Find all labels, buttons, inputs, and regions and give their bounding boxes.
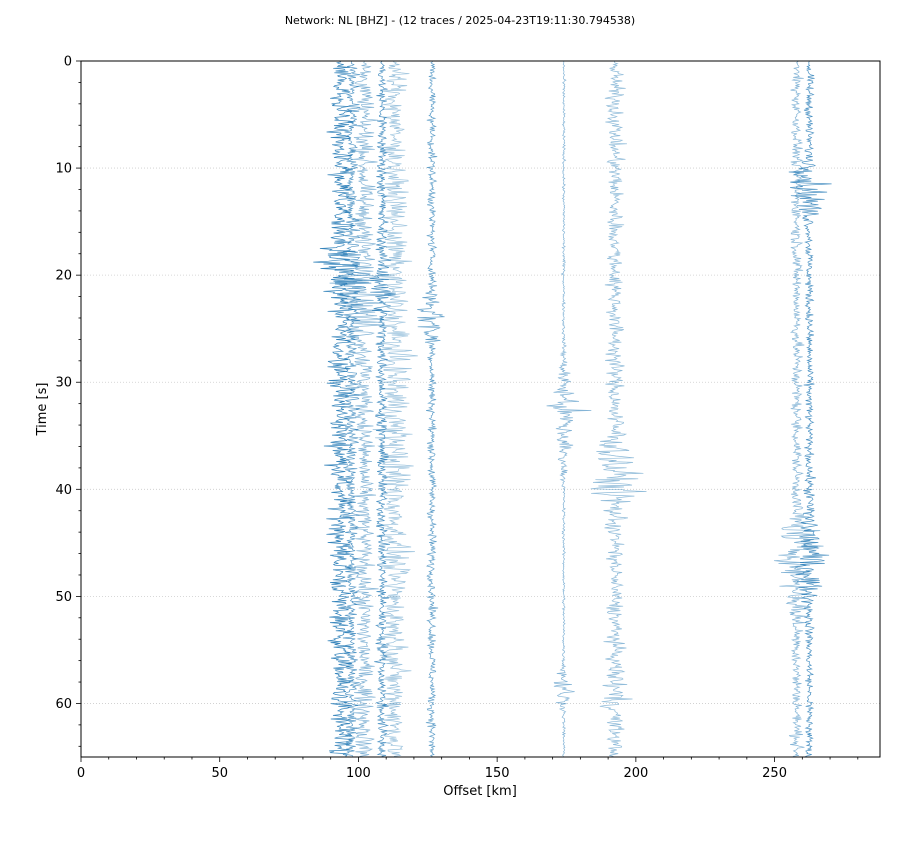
axis-ticks: 0 50 100 150 200 250 0 10 20 30 40 50 60 <box>55 55 859 781</box>
seismic-trace <box>372 61 418 757</box>
chart-title: Network: NL [BHZ] - (12 traces / 2025-04… <box>285 14 635 27</box>
x-tick-label: 200 <box>623 766 648 781</box>
trace-layer <box>313 61 832 757</box>
y-tick-label: 10 <box>55 162 72 177</box>
seismic-trace <box>773 61 824 757</box>
y-tick-label: 60 <box>55 697 72 712</box>
x-tick-label: 50 <box>211 766 228 781</box>
y-tick-label: 30 <box>55 376 72 391</box>
x-axis-label: Offset [km] <box>443 784 517 799</box>
seismic-trace <box>329 61 392 757</box>
y-tick-label: 0 <box>64 55 72 70</box>
y-tick-label: 40 <box>55 483 72 498</box>
seismic-trace <box>369 61 396 757</box>
x-tick-label: 250 <box>762 766 787 781</box>
seismic-trace <box>590 61 647 757</box>
seismic-trace <box>788 61 832 757</box>
y-tick-label: 20 <box>55 269 72 284</box>
seismic-trace <box>333 61 374 757</box>
x-tick-label: 100 <box>346 766 371 781</box>
plot-area-frame <box>80 60 881 758</box>
y-tick-label: 50 <box>55 590 72 605</box>
grid-lines <box>81 167 880 704</box>
y-axis-label: Time [s] <box>35 383 50 437</box>
seismic-trace <box>313 61 358 757</box>
x-tick-label: 150 <box>485 766 510 781</box>
seismic-trace <box>546 61 592 757</box>
seismic-trace <box>417 61 445 757</box>
x-tick-label: 0 <box>77 766 85 781</box>
